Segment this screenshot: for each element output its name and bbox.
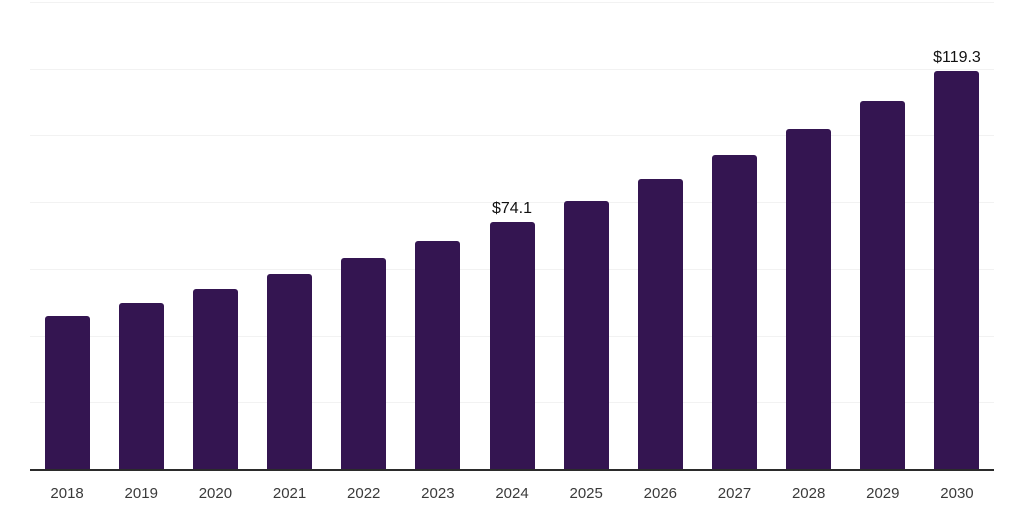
- gridline-80: [30, 202, 994, 204]
- bar-2020: [192, 289, 238, 469]
- bar-slot-2024: $74.1: [475, 2, 549, 469]
- gridline-100: [30, 135, 994, 137]
- bar-2026: [637, 179, 683, 469]
- bar-slot-2020: [178, 2, 252, 469]
- gridline-120: [30, 68, 994, 70]
- x-tick-2023: 2023: [421, 485, 455, 502]
- gridline-140: [30, 2, 994, 3]
- bar-slot-2019: [104, 2, 178, 469]
- bar-slot-2023: [401, 2, 475, 469]
- x-tick-2020: 2020: [198, 485, 233, 502]
- bar-slot-2027: [697, 2, 771, 469]
- plot-area: $74.1 $119.3: [30, 2, 994, 471]
- x-tick-2024: 2024: [495, 485, 529, 502]
- bar-2025: [563, 201, 609, 469]
- bar-2023: [415, 240, 461, 469]
- bar-slot-2029: [846, 2, 920, 469]
- bar-slot-2030: $119.3: [920, 2, 994, 469]
- bar-2018: [44, 315, 90, 469]
- bar-slot-2028: [772, 2, 846, 469]
- x-tick-2021: 2021: [272, 485, 307, 502]
- x-tick-2026: 2026: [643, 485, 678, 502]
- value-label-2024: $74.1: [491, 199, 533, 217]
- x-tick-2025: 2025: [569, 485, 603, 502]
- bar-2024: [489, 221, 535, 469]
- bar-slot-2025: [549, 2, 623, 469]
- bar-2019: [118, 302, 164, 469]
- x-axis-labels: 2018 2019 2020 2021 2022 2023 2024 2025 2026 2027…: [30, 471, 994, 502]
- bar-slot-2021: [252, 2, 326, 469]
- x-tick-2027: 2027: [717, 485, 752, 502]
- x-axis-line: [30, 469, 994, 471]
- bar-2022: [341, 258, 387, 469]
- bar-2027: [711, 155, 757, 469]
- bar-slot-2022: [327, 2, 401, 469]
- x-tick-2029: 2029: [866, 485, 900, 502]
- x-tick-2028: 2028: [791, 485, 826, 502]
- x-tick-2018: 2018: [50, 485, 84, 502]
- value-label-2030: $119.3: [933, 49, 981, 67]
- x-tick-2030: 2030: [940, 485, 974, 502]
- x-tick-2022: 2022: [347, 485, 381, 502]
- x-tick-2019: 2019: [124, 485, 158, 502]
- bar-2030: [934, 71, 980, 469]
- bar-2028: [786, 129, 832, 469]
- bars-row: $74.1 $119.3: [30, 2, 994, 469]
- bar-slot-2026: [623, 2, 697, 469]
- bar-slot-2018: [30, 2, 104, 469]
- bar-2029: [860, 101, 906, 469]
- bar-2021: [267, 274, 313, 469]
